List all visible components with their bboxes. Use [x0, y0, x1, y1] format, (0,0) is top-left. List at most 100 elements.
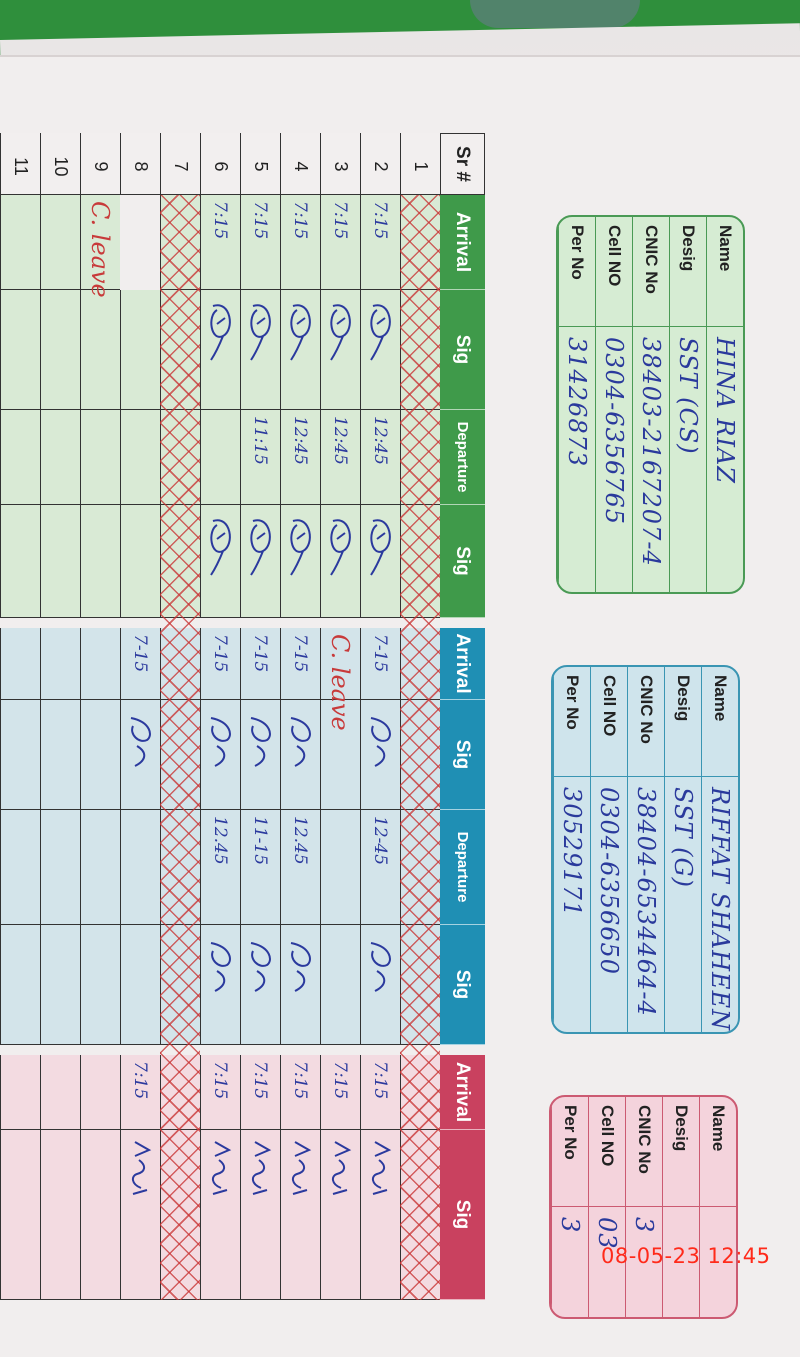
green-departure: 12:45 [360, 410, 400, 505]
pink-arrival: 7:15 [200, 1055, 240, 1130]
info-label-cnic: CNIC No [632, 217, 669, 327]
green-departure-sig [240, 505, 280, 618]
signature-mark [370, 304, 392, 361]
blue-header-0: Arrival [440, 628, 485, 700]
signature-mark [210, 519, 232, 576]
signature-mark [211, 942, 232, 992]
green-departure-sig [40, 505, 80, 618]
green-departure [120, 410, 160, 505]
blue-departure-sig [120, 925, 160, 1045]
green-arrival: 7:15 [320, 195, 360, 290]
signature-mark [330, 304, 352, 361]
pink-arrival-sig [280, 1130, 320, 1300]
info-label-name: Name [706, 217, 743, 327]
info-label-per_no: Per No [558, 217, 595, 327]
blue-departure-sig [280, 925, 320, 1045]
blue-header-2: Departure [440, 810, 485, 925]
blue-departure-sig [360, 925, 400, 1045]
blue-departure-sig [40, 925, 80, 1045]
blue-header-3: Sig [440, 925, 485, 1045]
signature-mark [131, 717, 152, 767]
info-label-per_no: Per No [551, 1097, 588, 1207]
info-label-name: Name [701, 667, 738, 777]
green-arrival-sig [360, 290, 400, 410]
info-label-name: Name [699, 1097, 736, 1207]
blue-departure-sig [240, 925, 280, 1045]
green-arrival-sig [0, 290, 40, 410]
pink-arrival: 7:15 [240, 1055, 280, 1130]
info-label-cell: Cell NO [588, 1097, 625, 1207]
blue-arrival-sig [80, 700, 120, 810]
blue-departure: 11-15 [240, 810, 280, 925]
green-arrival: 7:15 [240, 195, 280, 290]
green-header-1: Sig [440, 290, 485, 410]
pink-arrival: 7:15 [360, 1055, 400, 1130]
blue-departure [400, 810, 440, 925]
blue-departure [120, 810, 160, 925]
sr-number: 9 [80, 133, 120, 195]
green-arrival: 7:15 [200, 195, 240, 290]
blue-arrival-sig [400, 700, 440, 810]
signature-mark [212, 1141, 232, 1195]
info-value-name: RIFFAT SHAHEEN [701, 777, 738, 1034]
green-arrival: 7:15 [280, 195, 320, 290]
blue-arrival [400, 628, 440, 700]
signature-mark [290, 304, 312, 361]
green-departure: 11:15 [240, 410, 280, 505]
blue-departure: 12.45 [280, 810, 320, 925]
green-arrival-sig [200, 290, 240, 410]
green-departure-sig [80, 505, 120, 618]
blue-arrival-sig [40, 700, 80, 810]
blue-departure-sig [320, 925, 360, 1045]
info-value-desig: SST (CS) [669, 327, 706, 592]
pink-arrival [0, 1055, 40, 1130]
blue-departure [80, 810, 120, 925]
signature-mark [251, 717, 272, 767]
staff-info-box: Name HINA RIAZ Desig SST (CS) CNIC No 38403-2… [556, 215, 745, 594]
blue-departure [160, 810, 200, 925]
green-departure-sig [360, 505, 400, 618]
info-label-cell: Cell NO [595, 217, 632, 327]
pink-header-0: Arrival [440, 1055, 485, 1130]
green-departure: 12:45 [280, 410, 320, 505]
info-value-cnic: 38404-6534464-4 [627, 777, 664, 1034]
green-arrival-sig [40, 290, 80, 410]
blue-arrival-sig [200, 700, 240, 810]
green-departure [80, 410, 120, 505]
info-label-desig: Desig [669, 217, 706, 327]
green-arrival: C. leave [80, 195, 120, 298]
blue-departure-sig [400, 925, 440, 1045]
pink-arrival-sig [80, 1130, 120, 1300]
info-label-cnic: CNIC No [625, 1097, 662, 1207]
green-departure-sig [400, 505, 440, 618]
sr-number: 1 [400, 133, 440, 195]
green-departure-sig [320, 505, 360, 618]
info-value-per_no: 3 [551, 1207, 588, 1317]
blue-header-1: Sig [440, 700, 485, 810]
signature-mark [372, 1141, 392, 1195]
green-departure-sig [280, 505, 320, 618]
green-departure [40, 410, 80, 505]
green-departure [400, 410, 440, 505]
blue-arrival-sig [240, 700, 280, 810]
blue-arrival: 7-15 [240, 628, 280, 700]
info-value-per_no: 30529171 [553, 777, 590, 1034]
signature-mark [250, 304, 272, 361]
staff-info-box: Name Desig CNIC No 3 Cell NO 03 Per No 3 [549, 1095, 738, 1319]
blue-departure-sig [160, 925, 200, 1045]
pink-arrival: 7:15 [120, 1055, 160, 1130]
pink-arrival: 7:15 [280, 1055, 320, 1130]
pink-arrival-sig [0, 1130, 40, 1300]
pink-arrival-sig [40, 1130, 80, 1300]
pink-arrival: 7:15 [320, 1055, 360, 1130]
info-label-cnic: CNIC No [627, 667, 664, 777]
signature-mark [330, 519, 352, 576]
green-departure-sig [160, 505, 200, 618]
green-arrival-sig [240, 290, 280, 410]
sr-number: 8 [120, 133, 160, 195]
attendance-sheet: Name HINA RIAZ Desig SST (CS) CNIC No 38403-2… [0, 23, 800, 1357]
signature-mark [290, 519, 312, 576]
blue-departure: 12-45 [360, 810, 400, 925]
blue-arrival: C. leave [320, 628, 360, 731]
blue-arrival-sig [120, 700, 160, 810]
